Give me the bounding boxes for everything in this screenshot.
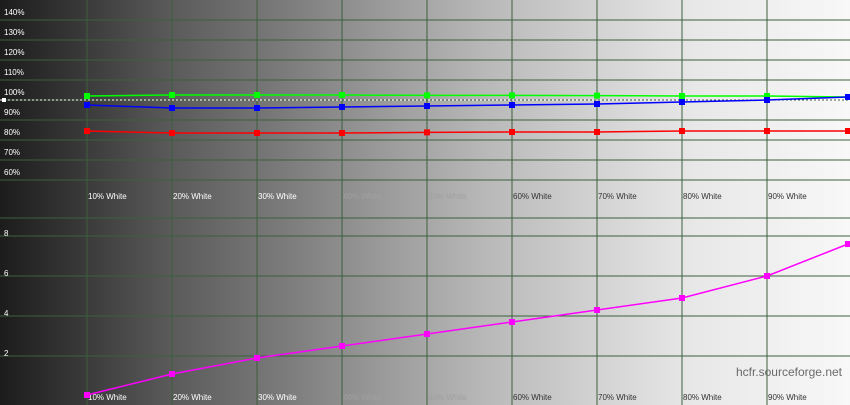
top-category-label: 40% White <box>343 192 382 201</box>
bottom-ytick: 2 <box>4 349 9 358</box>
top-series-point <box>169 92 175 98</box>
top-series-point <box>509 92 515 99</box>
bottom-ytick: 8 <box>4 229 9 238</box>
top-series-point <box>84 128 90 134</box>
top-series-point <box>845 128 850 134</box>
bottom-ytick: 6 <box>4 269 9 278</box>
bottom-category-label: 30% White <box>258 393 297 402</box>
top-category-label: 50% White <box>428 192 467 201</box>
top-series-point <box>424 129 430 136</box>
bottom-series-line-0 <box>86 243 849 396</box>
top-series-point <box>594 129 600 135</box>
top-series-line-0 <box>86 94 849 98</box>
top-series-line-1 <box>86 96 849 109</box>
top-ytick: 60% <box>4 168 20 177</box>
bottom-category-label: 60% White <box>513 393 552 402</box>
top-series-point <box>339 104 345 110</box>
top-series-point <box>424 103 430 109</box>
top-category-label: 30% White <box>258 192 297 201</box>
bottom-series-point <box>679 295 685 301</box>
bottom-series-point <box>169 371 175 377</box>
top-series-point <box>339 92 345 98</box>
top-series-point <box>509 129 515 135</box>
top-series-point <box>764 93 770 99</box>
top-series-point <box>845 94 850 100</box>
top-series-point <box>339 130 345 136</box>
bottom-ytick: 4 <box>4 309 9 318</box>
bottom-series-point <box>845 241 850 247</box>
top-series-line-2 <box>86 130 848 134</box>
top-series-point <box>594 92 600 99</box>
top-ytick: 140% <box>4 8 24 17</box>
top-series-point <box>509 102 515 108</box>
bottom-category-label: 80% White <box>683 393 722 402</box>
top-category-label: 90% White <box>768 192 807 201</box>
top-category-label: 60% White <box>513 192 552 201</box>
bottom-series-point <box>84 392 90 398</box>
watermark-text: hcfr.sourceforge.net <box>735 365 842 379</box>
bottom-category-label: 70% White <box>598 393 637 402</box>
top-ytick: 110% <box>4 68 24 77</box>
bottom-series-point <box>339 343 345 349</box>
top-ytick: 120% <box>4 48 24 57</box>
top-series-point <box>679 93 685 99</box>
top-series-point <box>254 105 260 111</box>
bottom-series-point <box>424 331 430 337</box>
top-series-point <box>84 93 90 99</box>
bottom-series-point <box>509 319 515 325</box>
watermark: hcfr.sourceforge.net <box>736 365 842 379</box>
top-series-point <box>254 130 260 136</box>
top-series-point <box>764 97 770 103</box>
top-ytick: 100% <box>4 88 24 97</box>
top-category-label: 20% White <box>173 192 212 201</box>
bottom-series-point <box>254 355 260 361</box>
top-ytick: 70% <box>4 148 20 157</box>
top-series-point <box>84 102 90 108</box>
bottom-category-label: 10% White <box>88 393 127 402</box>
top-series-point <box>424 92 430 99</box>
bottom-category-label: 90% White <box>768 393 807 402</box>
bottom-category-label: 20% White <box>173 393 212 402</box>
bottom-category-label: 40% White <box>343 393 382 402</box>
reference-marker <box>2 98 6 102</box>
top-ytick: 80% <box>4 128 20 137</box>
bottom-series-point <box>764 273 770 279</box>
top-series-point <box>169 130 175 136</box>
top-ytick: 130% <box>4 28 24 37</box>
top-series-point <box>254 92 260 98</box>
top-category-label: 10% White <box>88 192 127 201</box>
top-category-label: 80% White <box>683 192 722 201</box>
top-series-point <box>679 128 685 134</box>
bottom-category-label: 50% White <box>428 393 467 402</box>
top-ytick: 90% <box>4 108 20 117</box>
top-category-label: 70% White <box>598 192 637 201</box>
bottom-series-point <box>594 307 600 313</box>
top-series-point <box>764 128 770 134</box>
top-series-point <box>679 99 685 105</box>
top-series-point <box>169 105 175 111</box>
top-series-point <box>594 101 600 107</box>
